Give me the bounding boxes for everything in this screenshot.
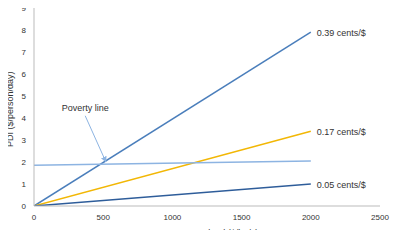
svg-text:7: 7: [22, 48, 27, 57]
svg-text:Poverty line: Poverty line: [62, 103, 109, 113]
svg-text:2500: 2500: [371, 213, 389, 222]
svg-text:500: 500: [97, 213, 111, 222]
svg-text:1500: 1500: [233, 213, 251, 222]
svg-text:4: 4: [22, 114, 27, 123]
svg-text:5: 5: [22, 92, 27, 101]
svg-text:8: 8: [22, 26, 27, 35]
svg-text:0.17 cents/$: 0.17 cents/$: [317, 127, 366, 137]
svg-text:2000: 2000: [302, 213, 320, 222]
svg-text:9: 9: [22, 8, 27, 13]
svg-text:0.05 cents/$: 0.05 cents/$: [317, 180, 366, 190]
svg-text:1000: 1000: [164, 213, 182, 222]
svg-text:0: 0: [22, 202, 27, 211]
svg-text:6: 6: [22, 70, 27, 79]
svg-text:Net return to land ($/ha/y): Net return to land ($/ha/y): [156, 228, 259, 230]
svg-text:0: 0: [32, 213, 37, 222]
svg-text:1: 1: [22, 180, 27, 189]
svg-text:0.39 cents/$: 0.39 cents/$: [317, 28, 366, 38]
svg-text:3: 3: [22, 136, 27, 145]
svg-text:2: 2: [22, 158, 27, 167]
svg-text:PDI ($/person/day): PDI ($/person/day): [8, 71, 15, 147]
